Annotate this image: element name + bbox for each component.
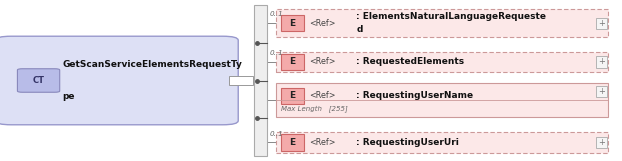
Text: : RequestingUserName: : RequestingUserName: [356, 91, 473, 100]
Bar: [596, 86, 607, 97]
Text: : RequestedElements: : RequestedElements: [356, 57, 465, 66]
Bar: [276, 52, 608, 72]
Text: <Ref>: <Ref>: [309, 91, 336, 100]
Bar: [276, 9, 608, 38]
Text: CT: CT: [32, 76, 45, 85]
Text: +: +: [598, 57, 605, 66]
Bar: [276, 83, 608, 117]
FancyBboxPatch shape: [0, 36, 238, 125]
Text: E: E: [289, 91, 295, 100]
Bar: [281, 88, 304, 104]
Bar: [596, 137, 607, 148]
Text: 0..1: 0..1: [270, 11, 284, 18]
Text: +: +: [598, 138, 605, 147]
Text: pe: pe: [62, 92, 75, 101]
Bar: [229, 76, 253, 85]
Text: +: +: [598, 19, 605, 28]
Bar: [281, 54, 304, 70]
Text: : ElementsNaturalLanguageRequeste: : ElementsNaturalLanguageRequeste: [356, 12, 546, 21]
Text: d: d: [356, 25, 363, 34]
Text: E: E: [289, 138, 295, 147]
Bar: [281, 134, 304, 151]
Text: : RequestingUserUri: : RequestingUserUri: [356, 138, 459, 147]
Text: E: E: [289, 19, 295, 28]
Bar: [254, 5, 267, 156]
Text: 0..1: 0..1: [270, 131, 284, 137]
Bar: [596, 56, 607, 68]
Text: GetScanServiceElementsRequestTy: GetScanServiceElementsRequestTy: [62, 60, 242, 69]
Bar: [281, 15, 304, 31]
Text: +: +: [598, 87, 605, 96]
Bar: [596, 18, 607, 29]
Text: <Ref>: <Ref>: [309, 138, 336, 147]
FancyBboxPatch shape: [17, 69, 60, 92]
Text: Max Length   [255]: Max Length [255]: [281, 105, 347, 112]
Text: E: E: [289, 57, 295, 66]
Text: <Ref>: <Ref>: [309, 57, 336, 66]
Text: <Ref>: <Ref>: [309, 19, 336, 28]
Text: 0..1: 0..1: [270, 50, 284, 56]
Bar: [276, 132, 608, 153]
